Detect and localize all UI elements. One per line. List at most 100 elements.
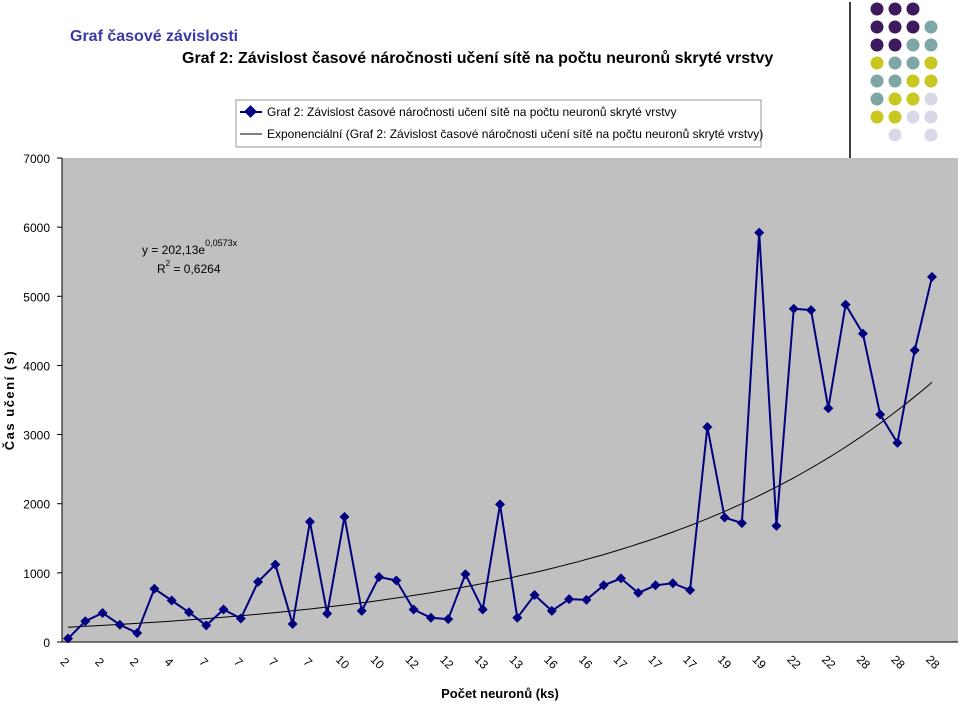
- data-point: [909, 345, 920, 356]
- data-point: [719, 512, 730, 523]
- data-point: [823, 403, 834, 414]
- x-tick-label: 4: [162, 655, 177, 670]
- legend: Graf 2: Závislost časové náročnosti učen…: [235, 99, 763, 148]
- data-point: [615, 573, 626, 584]
- chart-title: Graf 2: Závislost časové náročnosti učen…: [182, 50, 774, 67]
- data-point: [425, 612, 436, 623]
- data-point: [512, 612, 523, 623]
- data-point: [63, 633, 73, 644]
- decor-dot: [870, 56, 884, 70]
- data-point: [391, 575, 402, 586]
- data-point: [132, 628, 143, 639]
- decor-dot: [906, 38, 920, 52]
- x-tick-label: 17: [645, 652, 665, 672]
- x-tick-label: 19: [715, 652, 735, 672]
- trendline-r2: R2 = 0,6264: [157, 259, 221, 276]
- data-point: [149, 583, 160, 594]
- data-point: [927, 271, 937, 282]
- data-point: [650, 580, 661, 591]
- decor-dot: [924, 128, 938, 142]
- x-tick-label: 12: [402, 652, 422, 672]
- x-tick-label: 10: [333, 652, 353, 672]
- x-tick-label: 16: [541, 652, 561, 672]
- decor-dot: [888, 38, 902, 52]
- legend-series-label: Graf 2: Závislost časové náročnosti učen…: [267, 105, 677, 119]
- data-point: [702, 421, 713, 432]
- decor-dot: [888, 74, 902, 88]
- decor-dot: [888, 92, 902, 106]
- x-tick-label: 28: [854, 652, 874, 672]
- data-point: [736, 518, 747, 529]
- data-point: [235, 613, 246, 624]
- data-point: [339, 511, 350, 522]
- data-point: [443, 614, 454, 625]
- x-tick-label: 7: [196, 655, 211, 670]
- x-tick-label: 22: [784, 652, 804, 672]
- decor-dot: [888, 20, 902, 34]
- data-point: [183, 607, 194, 618]
- decor-dot: [870, 92, 884, 106]
- data-point: [80, 616, 91, 627]
- y-tick-label: 2000: [23, 498, 50, 512]
- data-point: [598, 580, 609, 591]
- x-tick-label: 17: [611, 652, 631, 672]
- data-point: [460, 569, 471, 580]
- decor-dot: [870, 2, 884, 16]
- decor-dot: [888, 110, 902, 124]
- data-point: [581, 594, 592, 605]
- y-tick-label: 7000: [23, 152, 50, 166]
- x-tick-label: 19: [750, 652, 770, 672]
- decor-dot: [906, 92, 920, 106]
- x-tick-label: 12: [437, 652, 457, 672]
- decor-dot: [870, 74, 884, 88]
- y-tick-label: 4000: [23, 359, 50, 373]
- data-point: [788, 303, 799, 314]
- data-point: [685, 585, 696, 596]
- trendline-exponential: [67, 381, 933, 628]
- data-point: [374, 572, 385, 583]
- decor-dot: [870, 38, 884, 52]
- data-point: [633, 587, 644, 598]
- data-point: [97, 607, 108, 618]
- decor-dot: [870, 20, 884, 34]
- y-tick-label: 0: [43, 636, 50, 650]
- decor-dot: [924, 56, 938, 70]
- data-point: [114, 619, 125, 630]
- decor-dot: [888, 56, 902, 70]
- decor-dot: [924, 110, 938, 124]
- data-point: [201, 620, 212, 631]
- data-point: [477, 604, 488, 615]
- data-point: [218, 604, 229, 615]
- legend-box: [235, 99, 762, 148]
- x-tick-label: 2: [127, 655, 142, 670]
- data-point: [754, 227, 765, 238]
- decor-dot: [888, 2, 902, 16]
- x-tick-label: 28: [888, 652, 908, 672]
- decorative-dot-grid: [870, 2, 938, 142]
- y-tick-label: 6000: [23, 221, 50, 235]
- decor-dot: [870, 110, 884, 124]
- data-point: [529, 589, 540, 600]
- data-point: [253, 576, 264, 587]
- decor-dot: [906, 74, 920, 88]
- y-axis-label: Čas učení (s): [2, 350, 17, 450]
- x-tick-label: 7: [301, 655, 316, 670]
- x-tick-label: 2: [92, 655, 107, 670]
- data-point: [495, 499, 505, 510]
- decor-dot: [906, 110, 920, 124]
- x-tick-label: 13: [507, 652, 527, 672]
- x-axis-label: Počet neuronů (ks): [441, 686, 559, 701]
- data-point: [546, 605, 557, 616]
- trendline-equation: y = 202,13e0,0573x: [142, 238, 238, 257]
- data-point: [857, 328, 868, 339]
- decor-dot: [924, 38, 938, 52]
- data-point: [806, 305, 817, 316]
- plot-area: [62, 158, 958, 642]
- legend-trendline-label: Exponenciální (Graf 2: Závislost časové …: [267, 127, 763, 141]
- decor-dot: [924, 92, 938, 106]
- decor-dot: [924, 74, 938, 88]
- y-tick-label: 1000: [23, 567, 50, 581]
- data-point: [771, 520, 782, 531]
- data-point: [287, 619, 298, 630]
